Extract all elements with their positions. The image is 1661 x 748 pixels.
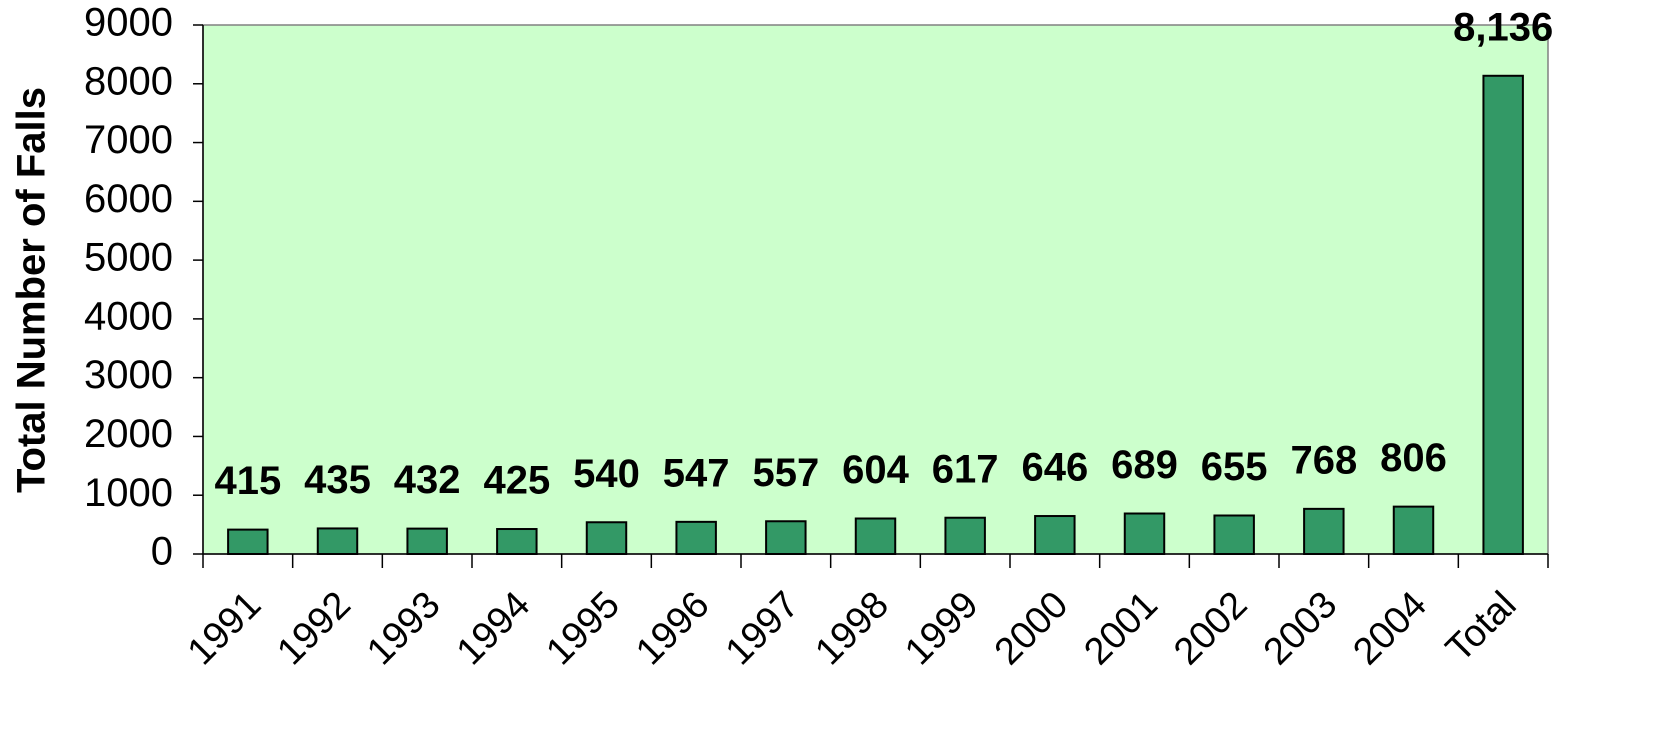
x-tick-label: 1994 — [449, 584, 538, 673]
bar — [227, 528, 269, 556]
y-axis-title: Total Number of Falls — [10, 87, 54, 493]
value-label: 557 — [752, 451, 819, 495]
bar — [944, 516, 986, 556]
value-label: 8,136 — [1453, 5, 1553, 49]
x-tick-label: Total — [1438, 584, 1524, 670]
y-tick-label: 4000 — [84, 294, 173, 338]
bar — [1303, 507, 1345, 556]
x-tick-label: 1997 — [718, 584, 807, 673]
bar — [765, 520, 807, 556]
bar — [675, 520, 717, 556]
x-tick-label: 1995 — [538, 584, 627, 673]
y-tick-label: 5000 — [84, 236, 173, 280]
y-tick-label: 1000 — [84, 471, 173, 515]
bar — [1213, 514, 1255, 555]
value-label: 617 — [932, 447, 999, 491]
bar — [1482, 74, 1524, 555]
bar — [1034, 515, 1076, 555]
value-label: 689 — [1111, 443, 1178, 487]
bar — [406, 527, 448, 555]
y-tick-label: 3000 — [84, 353, 173, 397]
y-tick-label: 0 — [151, 530, 173, 574]
x-tick-label: 2000 — [987, 584, 1076, 673]
y-tick-label: 6000 — [84, 177, 173, 221]
value-label: 540 — [573, 452, 640, 496]
bar — [1392, 505, 1435, 556]
x-tick-label: 1998 — [807, 584, 896, 673]
value-label: 768 — [1290, 438, 1357, 482]
bar — [1123, 512, 1166, 556]
value-label: 425 — [483, 459, 550, 503]
x-tick-label: 2004 — [1345, 584, 1434, 673]
value-label: 604 — [842, 448, 909, 492]
y-tick-label: 9000 — [84, 1, 173, 45]
bar — [585, 521, 628, 556]
y-tick-label: 7000 — [84, 118, 173, 162]
bar — [496, 528, 538, 556]
x-tick-label: 2001 — [1076, 584, 1165, 673]
x-tick-label: 1996 — [628, 584, 717, 673]
x-tick-label: 2003 — [1256, 584, 1345, 673]
value-label: 432 — [394, 458, 461, 502]
value-label: 415 — [214, 459, 281, 503]
value-label: 646 — [1021, 446, 1088, 490]
value-label: 655 — [1201, 445, 1268, 489]
y-tick-label: 2000 — [84, 412, 173, 456]
x-tick-label: 1992 — [269, 584, 358, 673]
plot-area — [202, 24, 1549, 555]
x-tick-label: 1993 — [359, 584, 448, 673]
x-tick-label: 1999 — [897, 584, 986, 673]
value-label: 435 — [304, 458, 371, 502]
value-label: 806 — [1380, 436, 1447, 480]
y-tick-label: 8000 — [84, 59, 173, 103]
x-tick-label: 2002 — [1166, 584, 1255, 673]
bar — [316, 527, 359, 555]
bar — [854, 517, 897, 556]
x-tick-label: 1991 — [180, 584, 269, 673]
value-label: 547 — [663, 451, 730, 495]
